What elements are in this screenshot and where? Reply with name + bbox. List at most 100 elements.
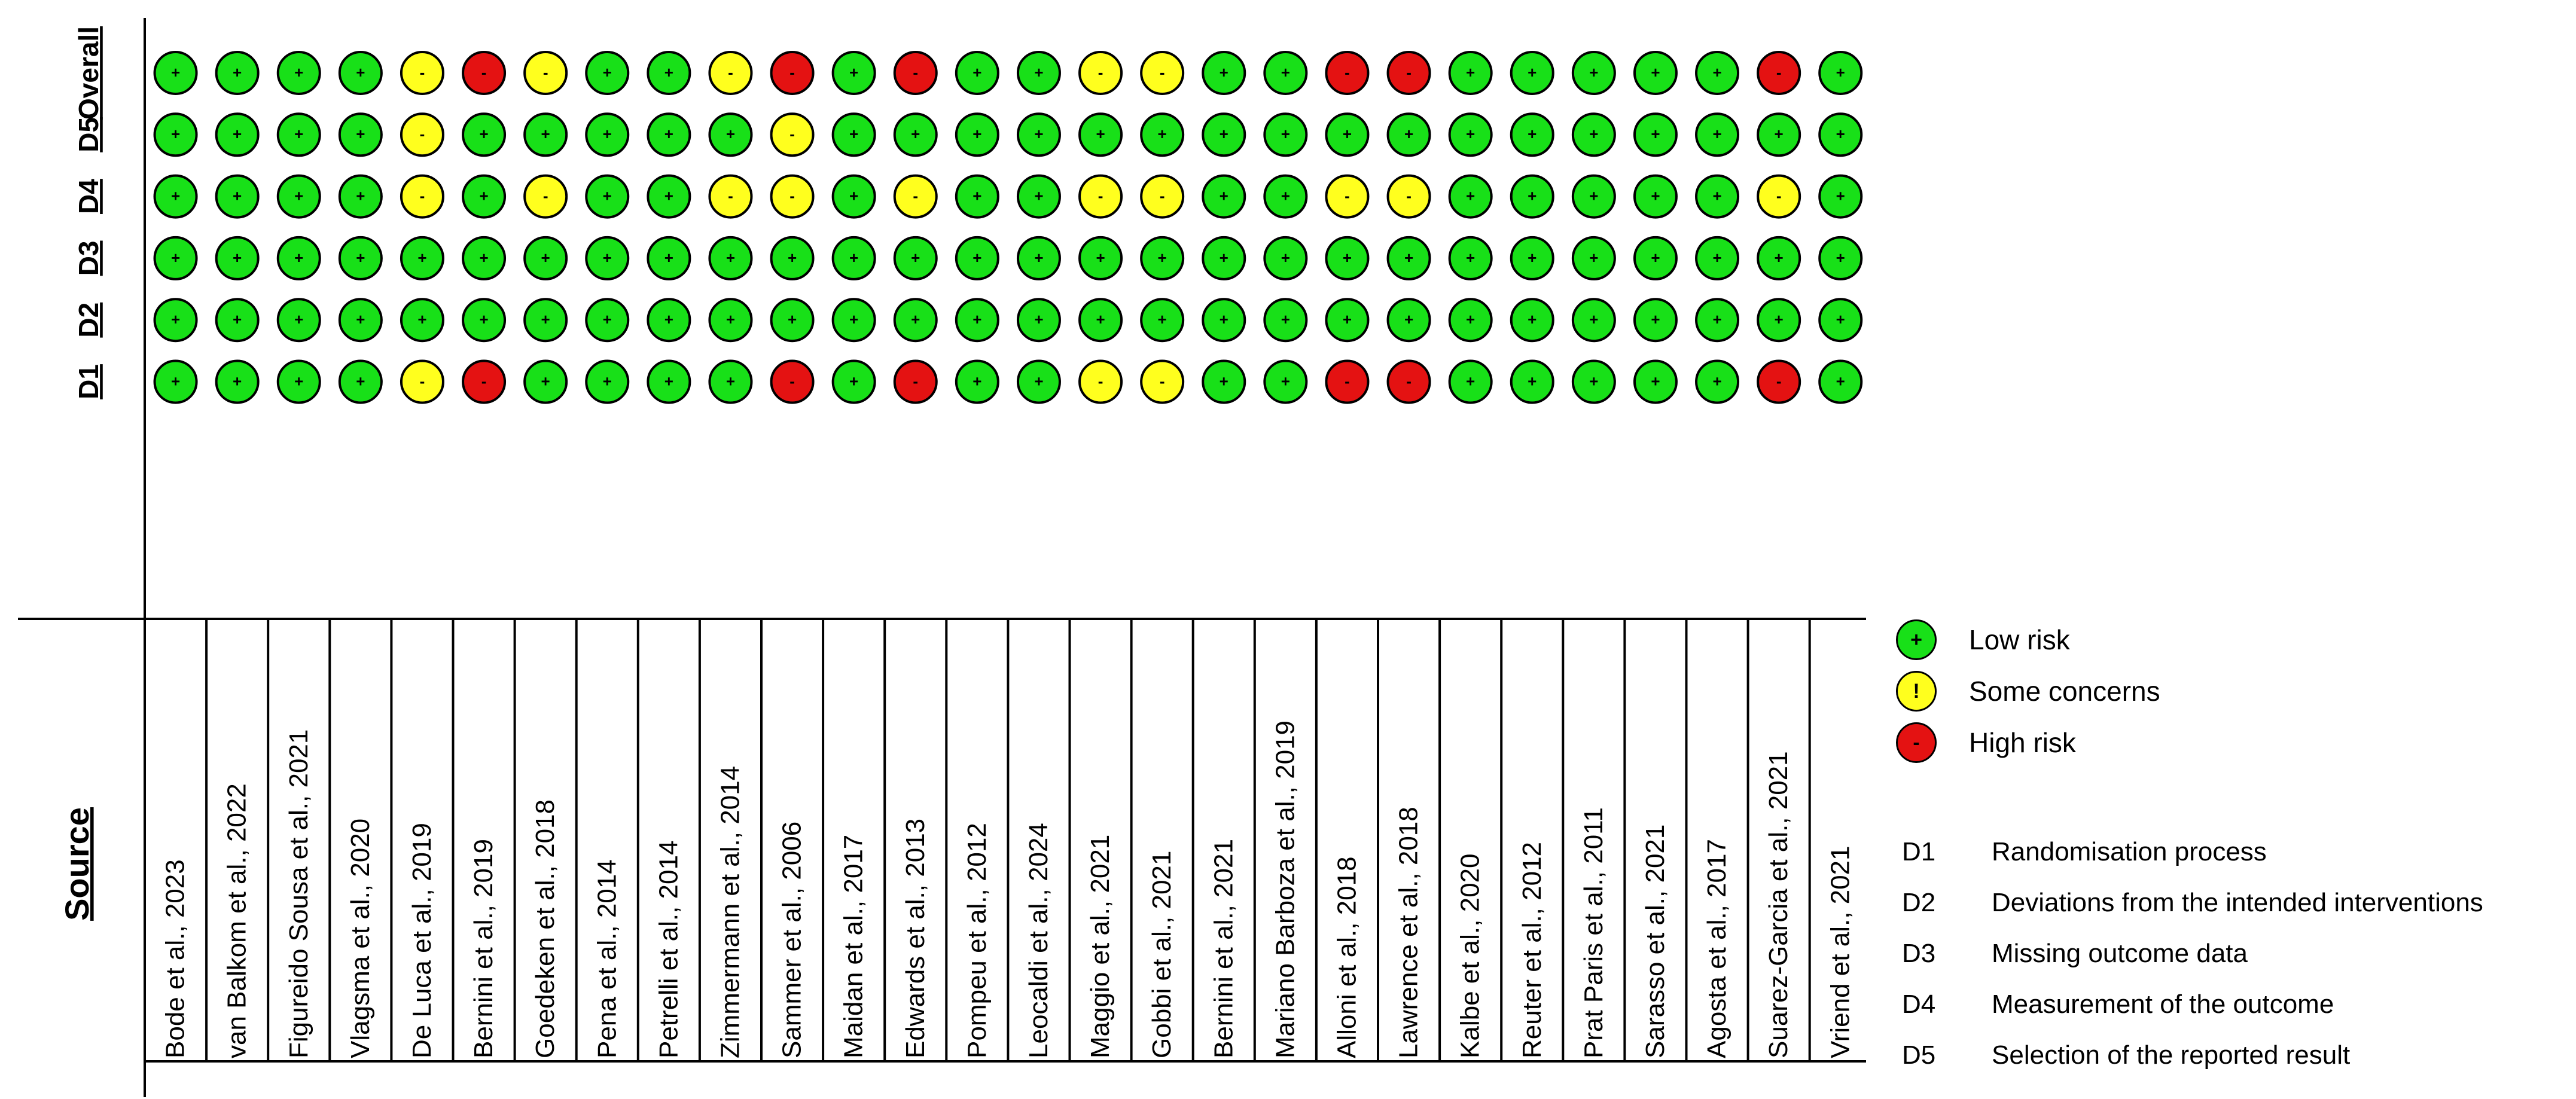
judgement-dot-low: + [153,236,198,280]
legend-domain-item: D3 Missing outcome data [1902,933,2248,975]
source-label: van Balkom et al., 2022 [222,783,252,1058]
judgement-dot-some: - [400,174,444,219]
judgement-dot-low: + [1325,298,1370,343]
judgement-dot-low: + [955,236,999,280]
judgement-symbol: + [541,249,550,267]
judgement-dot-low: + [1510,51,1554,95]
judgement-dot-low: + [1263,298,1308,343]
judgement-symbol: + [1220,310,1228,328]
judgement-symbol: - [1776,372,1782,390]
judgement-symbol: + [541,310,550,328]
judgement-circle [215,112,260,157]
source-column-labels: Bode et al., 2023 van Balkom et al., 2022… [161,721,1855,1058]
judgement-circle [647,112,691,157]
legend-label: Low risk [1969,624,2070,655]
judgement-symbol: + [1836,249,1845,267]
judgement-circle [1448,236,1493,280]
judgement-circle [647,174,691,219]
judgement-dot-low: + [831,112,876,157]
judgement-symbol: - [913,63,918,81]
judgement-symbol: - [481,372,487,390]
judgement-dot-low: + [1078,112,1123,157]
judgement-symbol: + [1836,310,1845,328]
judgement-circle [1633,112,1678,157]
judgement-symbol: - [420,63,425,81]
judgement-circle [1386,112,1431,157]
judgement-symbol: + [664,310,673,328]
judgement-circle [1695,174,1740,219]
judgement-circle [1571,236,1616,280]
judgement-symbol: + [294,125,303,143]
judgement-dot-low: + [1016,51,1061,95]
judgement-dot-low: + [276,174,321,219]
judgement-circle [1695,298,1740,343]
judgement-circle [831,359,876,404]
judgement-symbol: - [543,187,548,204]
legend-item-some: ! Some concerns [1896,667,2160,715]
legend-domain-code: D2 [1902,888,1936,917]
judgement-circle [1818,174,1863,219]
judgement-circle [831,174,876,219]
judgement-symbol: + [233,372,242,390]
judgement-circle [1263,236,1308,280]
judgement-dot-low: + [585,174,630,219]
legend-domain-item: D1 Randomisation process [1902,831,2267,873]
source-label: Leocaldi et al., 2024 [1024,823,1053,1058]
judgement-dot-low: + [1571,298,1616,343]
judgement-dot-some: - [523,174,568,219]
judgement-circle [1016,51,1061,95]
judgement-symbol: - [789,372,795,390]
judgement-dot-low: + [1818,236,1863,280]
judgement-dot-high: - [770,359,815,404]
source-label: Prat Paris et al., 2011 [1579,807,1608,1058]
judgement-circle [215,51,260,95]
judgement-circle [523,236,568,280]
judgement-symbol: - [789,125,795,143]
table-grid-lines [18,18,1866,1097]
judgement-symbol: + [1220,249,1228,267]
judgement-symbol: + [849,372,858,390]
judgement-dot-low: + [276,359,321,404]
judgement-symbol: + [1404,249,1413,267]
judgement-circle [1325,359,1370,404]
judgement-circle [1757,112,1801,157]
judgement-dot-low: + [708,112,753,157]
judgement-dot-low: + [585,51,630,95]
judgement-dot-low: + [708,359,753,404]
legend-item-high: - High risk [1896,719,2076,767]
legend-domain-code: D4 [1902,990,1936,1019]
judgement-circle [276,298,321,343]
judgement-circle [1263,174,1308,219]
judgement-dot-low: + [1016,359,1061,404]
judgement-symbol: + [1712,249,1721,267]
source-label: Bernini et al., 2019 [469,839,498,1058]
judgement-circle [1633,236,1678,280]
judgement-symbol: - [728,63,733,81]
judgement-symbol: + [1712,125,1721,143]
judgement-symbol: + [294,187,303,204]
judgement-dot-low: + [153,174,198,219]
judgement-symbol: - [481,63,487,81]
judgement-symbol: - [1098,372,1103,390]
judgement-dot-high: - [1386,51,1431,95]
judgement-dot-low: + [893,236,938,280]
legend-domain-item: D5 Selection of the reported result [1902,1034,2350,1076]
judgement-circle [1633,174,1678,219]
judgement-symbol: + [1528,187,1537,204]
domain-row-label: Overall [73,26,104,120]
judgement-dot-low: + [1202,112,1246,157]
judgement-symbol: + [294,63,303,81]
judgement-dot-some: - [1140,174,1185,219]
source-label: Reuter et al., 2012 [1517,842,1547,1058]
judgement-symbol: - [789,187,795,204]
source-label: Alloni et al., 2018 [1332,856,1361,1058]
judgement-symbol: + [233,63,242,81]
judgement-dot-low: + [1695,112,1740,157]
judgement-symbol: + [1034,372,1043,390]
judgement-symbol: - [1776,187,1782,204]
source-label: Figureido Sousa et al., 2021 [284,729,313,1058]
judgement-symbol: + [1281,310,1290,328]
judgement-symbol: + [1528,372,1537,390]
